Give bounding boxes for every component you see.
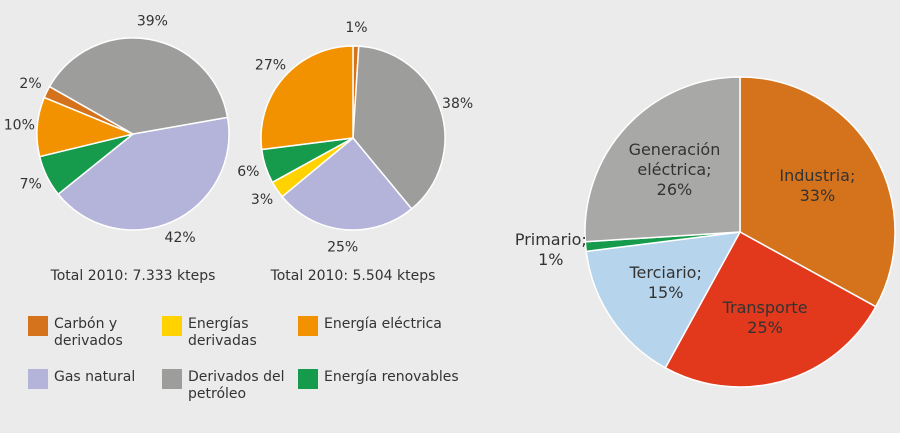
legend-label: Energías derivadas (188, 316, 257, 349)
value-label: 2% (19, 76, 41, 92)
category-label: Primario; (514, 229, 587, 249)
value-label: 6% (237, 164, 259, 180)
data-label: Terciario; 15% (606, 263, 726, 303)
pie-slice (585, 231, 742, 369)
value-label: 42% (165, 230, 196, 246)
value-label: 38% (442, 96, 473, 112)
pie-slice (352, 45, 446, 210)
pie-slice (48, 37, 229, 135)
pie-slice (281, 136, 413, 231)
data-label: Transporte 25% (705, 298, 825, 338)
pie-slice (57, 116, 230, 231)
category-label: Transporte (722, 298, 808, 318)
value-label: 10% (4, 117, 35, 133)
value-label: 15% (647, 282, 684, 302)
category-label: Industria; (779, 166, 856, 186)
category-label: Terciario; (629, 262, 702, 282)
pie-slice (260, 45, 354, 151)
value-label: 25% (747, 318, 783, 338)
legend-swatch (162, 316, 182, 336)
value-label: 26% (656, 180, 693, 200)
pie-slice (664, 230, 877, 388)
value-label: 7% (20, 176, 42, 192)
value-label: 27% (255, 57, 286, 73)
legend-label: Gas natural (54, 369, 136, 385)
value-label: 25% (327, 240, 358, 256)
legend-swatch (162, 369, 182, 389)
value-label: 33% (799, 186, 836, 206)
legend-item: Gas natural (28, 369, 162, 389)
legend-item: Derivados del petróleo (162, 369, 296, 403)
legend-swatch (28, 369, 48, 389)
pie-slice (739, 76, 896, 308)
value-label: 1% (345, 20, 367, 36)
legend-item: Energía eléctrica (298, 316, 504, 336)
caption: Total 2010: 7.333 kteps (50, 268, 216, 284)
value-label: 3% (251, 192, 273, 208)
category-label: Generación eléctrica; (628, 140, 721, 180)
legend-label: Derivados del petróleo (188, 369, 285, 402)
legend-swatch (298, 369, 318, 389)
legend-label: Carbón y derivados (54, 316, 123, 349)
legend-swatch (298, 316, 318, 336)
data-label: Generación eléctrica; 26% (614, 140, 734, 200)
legend-label: Energía eléctrica (324, 316, 442, 332)
caption: Total 2010: 5.504 kteps (270, 268, 436, 284)
legend-item: Carbón y derivados (28, 316, 162, 350)
pie-slice (584, 76, 741, 243)
legend-swatch (28, 316, 48, 336)
data-label: Primario; 1% (491, 230, 611, 270)
value-label: 1% (538, 249, 564, 269)
legend-item: Energía renovables (298, 369, 504, 389)
legend-label: Energía renovables (324, 369, 459, 385)
data-label: Industria; 33% (757, 166, 877, 206)
legend-item: Energías derivadas (162, 316, 296, 350)
value-label: 39% (137, 14, 168, 30)
